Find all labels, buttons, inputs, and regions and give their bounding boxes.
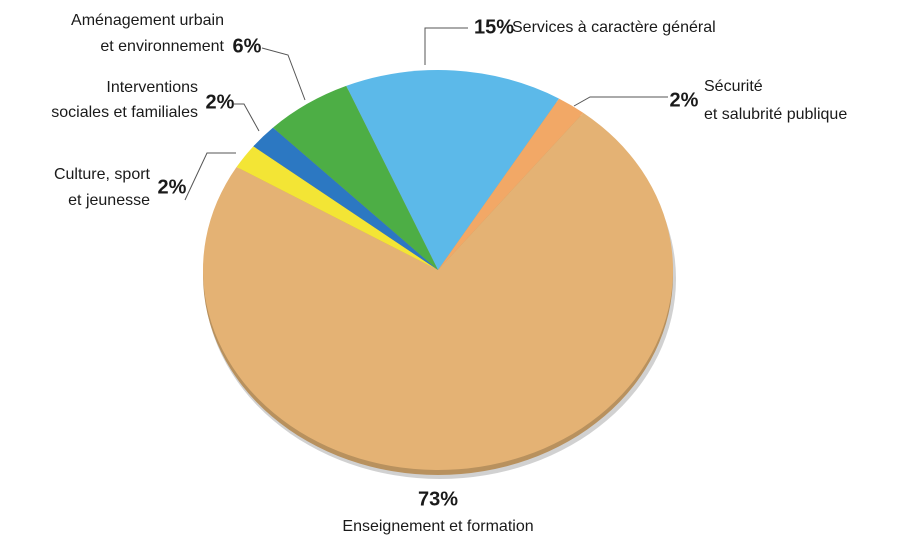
category-label: sociales et familiales (51, 104, 198, 121)
leader-line (261, 47, 306, 101)
pie-slice (346, 70, 560, 270)
leader-line (184, 152, 236, 201)
category-label: Sécurité (704, 78, 763, 95)
value-label: 73% (418, 488, 458, 510)
category-label: Enseignement et formation (342, 518, 533, 535)
category-label: et jeunesse (68, 192, 150, 209)
category-label: Culture, sport (54, 166, 151, 183)
category-label: Services à caractère général (512, 19, 716, 36)
category-label: Aménagement urbain (71, 12, 224, 29)
category-label: Interventions (106, 79, 198, 96)
leader-line (234, 103, 260, 132)
pie-slice (438, 98, 584, 270)
pie-slice (236, 146, 438, 270)
value-label: 6% (233, 35, 262, 57)
pie-slice (272, 85, 438, 270)
value-label: 2% (158, 176, 187, 198)
category-label: et environnement (100, 38, 224, 55)
leader-line (573, 96, 668, 107)
value-label: 2% (670, 89, 699, 111)
value-label: 2% (206, 91, 235, 113)
category-label: et salubrité publique (704, 106, 847, 123)
pie-slice (202, 112, 673, 471)
leader-line (424, 27, 468, 65)
pie-slice (253, 127, 438, 270)
value-label: 15% (474, 16, 514, 38)
